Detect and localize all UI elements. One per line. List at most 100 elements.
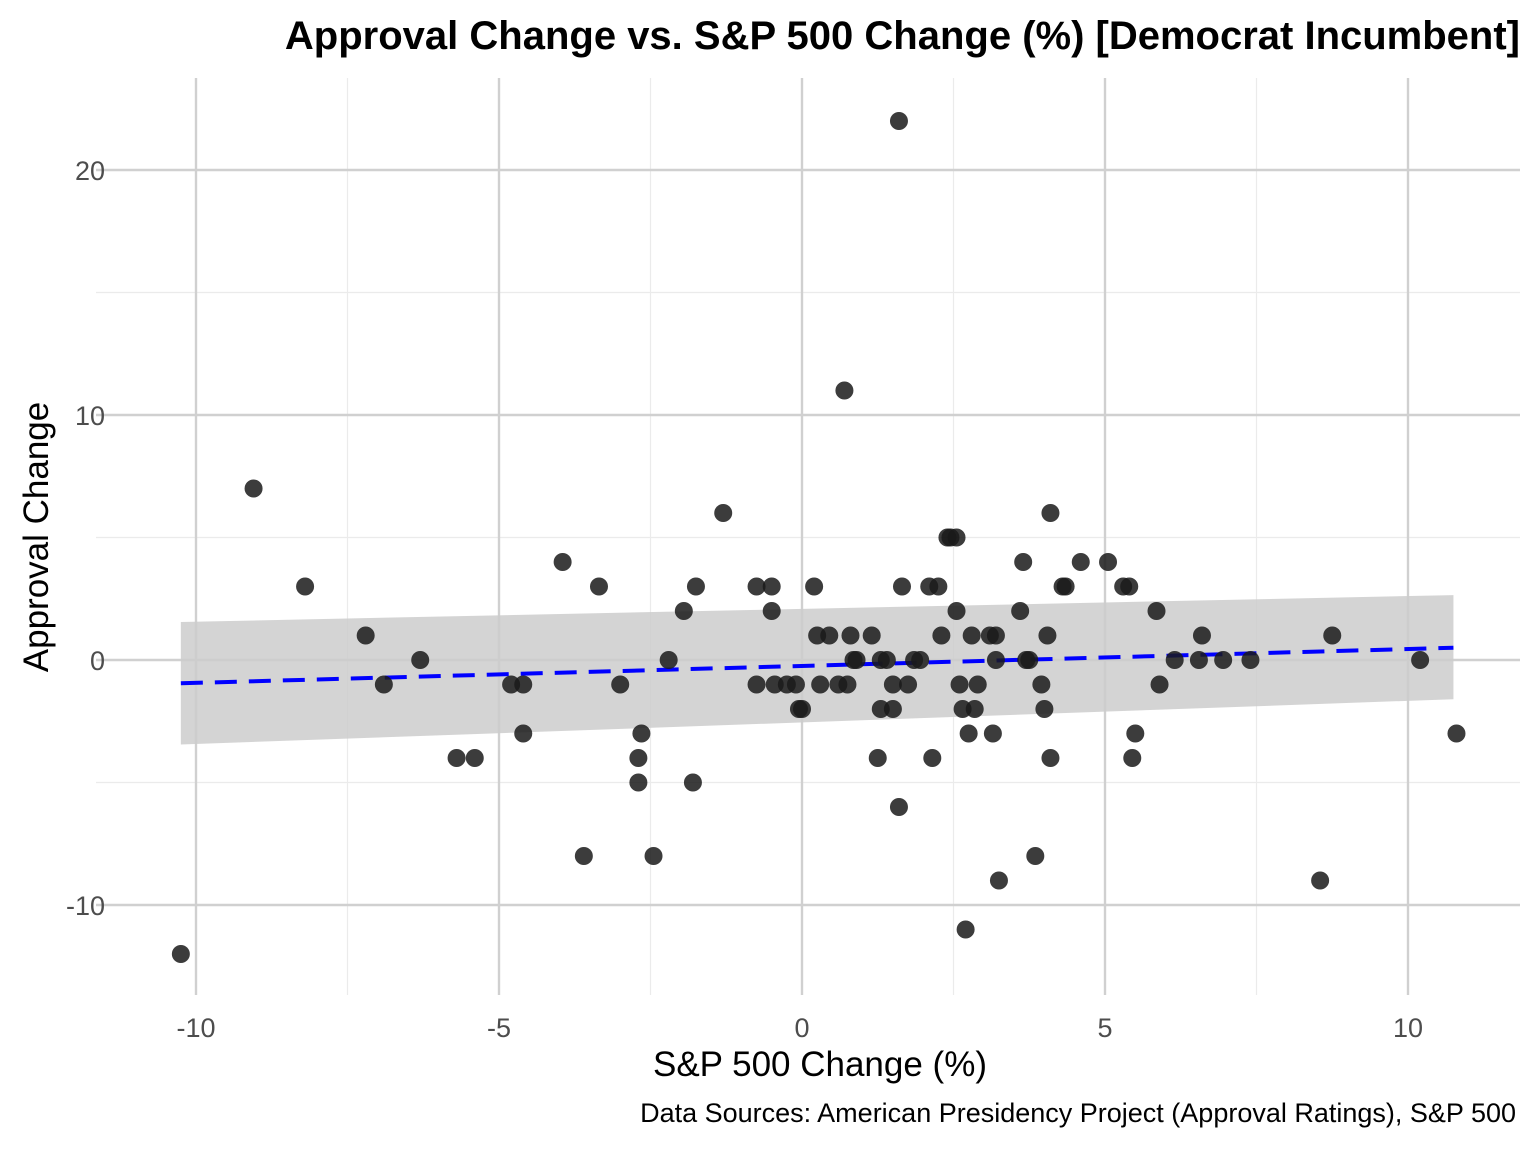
data-point <box>356 626 375 645</box>
data-point <box>1056 577 1075 596</box>
data-point <box>465 749 484 767</box>
data-point <box>811 675 830 694</box>
data-points <box>171 112 1466 963</box>
x-axis-label: S&P 500 Change (%) <box>652 1045 987 1084</box>
data-point <box>1241 651 1260 669</box>
data-point <box>1041 504 1060 522</box>
data-point <box>747 577 766 596</box>
data-point <box>411 651 430 669</box>
data-point <box>762 577 781 596</box>
data-point <box>932 626 951 645</box>
trend-line <box>180 645 1454 686</box>
x-tick-label: 5 <box>1097 1013 1112 1043</box>
data-point <box>1123 749 1142 767</box>
data-point <box>762 602 781 620</box>
y-tick-label: 20 <box>75 156 105 186</box>
data-point <box>986 651 1005 669</box>
data-point <box>1189 651 1208 669</box>
data-point <box>1032 675 1051 694</box>
data-point <box>889 798 908 816</box>
data-point <box>1165 651 1184 669</box>
data-point <box>714 504 733 522</box>
major-gridlines <box>96 78 1520 995</box>
data-point <box>747 675 766 694</box>
data-point <box>1447 724 1466 743</box>
data-point <box>1099 553 1118 571</box>
data-point <box>793 700 811 718</box>
data-point <box>244 479 263 498</box>
data-point <box>786 675 805 694</box>
data-point <box>1041 749 1060 767</box>
data-point <box>629 749 648 767</box>
data-point <box>1011 602 1030 620</box>
data-point <box>686 577 705 596</box>
data-point <box>1214 651 1233 669</box>
data-point <box>1126 724 1145 743</box>
data-point <box>883 700 902 718</box>
data-point <box>962 626 981 645</box>
x-tick-label: -10 <box>176 1013 215 1043</box>
data-point <box>1071 553 1090 571</box>
data-point <box>868 749 887 767</box>
data-point <box>959 724 978 743</box>
data-point <box>611 675 630 694</box>
data-point <box>553 553 572 571</box>
data-point <box>374 675 393 694</box>
data-point <box>632 724 651 743</box>
data-point <box>883 675 902 694</box>
data-point <box>1026 847 1045 865</box>
data-point <box>899 675 918 694</box>
data-point <box>514 675 533 694</box>
data-point <box>1192 626 1211 645</box>
x-tick-label: 0 <box>794 1013 809 1043</box>
data-point <box>923 749 942 767</box>
y-axis-label: Approval Change <box>17 401 56 673</box>
data-point <box>986 626 1005 645</box>
data-point <box>1014 553 1033 571</box>
data-point <box>629 773 648 792</box>
data-point <box>965 700 984 718</box>
data-point <box>1038 626 1057 645</box>
data-point <box>847 651 866 669</box>
data-point <box>1150 675 1169 694</box>
confidence-band-layer <box>180 595 1454 745</box>
chart-title: Approval Change vs. S&P 500 Change (%) [… <box>284 14 1520 58</box>
data-point <box>968 675 987 694</box>
data-point <box>805 577 824 596</box>
data-point <box>911 651 930 669</box>
minor-gridlines <box>96 78 1520 995</box>
data-point <box>574 847 593 865</box>
data-point <box>950 675 969 694</box>
data-point <box>1120 577 1139 596</box>
data-point <box>1035 700 1054 718</box>
data-point <box>659 651 678 669</box>
y-tick-label: 0 <box>90 646 105 676</box>
data-point <box>1311 871 1330 890</box>
data-point <box>1323 626 1342 645</box>
data-point <box>683 773 702 792</box>
data-point <box>877 651 896 669</box>
data-point <box>1411 651 1430 669</box>
data-source-caption: Data Sources: American Presidency Projec… <box>640 1098 1516 1128</box>
x-tick-label: 10 <box>1393 1013 1423 1043</box>
data-point <box>589 577 608 596</box>
x-tick-label: -5 <box>487 1013 511 1043</box>
data-point <box>835 381 854 400</box>
data-point <box>296 577 315 596</box>
data-point <box>947 602 966 620</box>
data-point <box>956 920 975 939</box>
data-point <box>983 724 1002 743</box>
data-point <box>889 112 908 130</box>
data-point <box>947 528 966 547</box>
data-point <box>838 675 857 694</box>
trend-line-layer <box>180 645 1454 686</box>
data-point <box>841 626 860 645</box>
data-point <box>929 577 948 596</box>
data-point <box>862 626 881 645</box>
data-point <box>820 626 839 645</box>
data-point <box>1147 602 1166 620</box>
data-point <box>989 871 1008 890</box>
data-point <box>514 724 533 743</box>
confidence-band <box>180 595 1454 745</box>
